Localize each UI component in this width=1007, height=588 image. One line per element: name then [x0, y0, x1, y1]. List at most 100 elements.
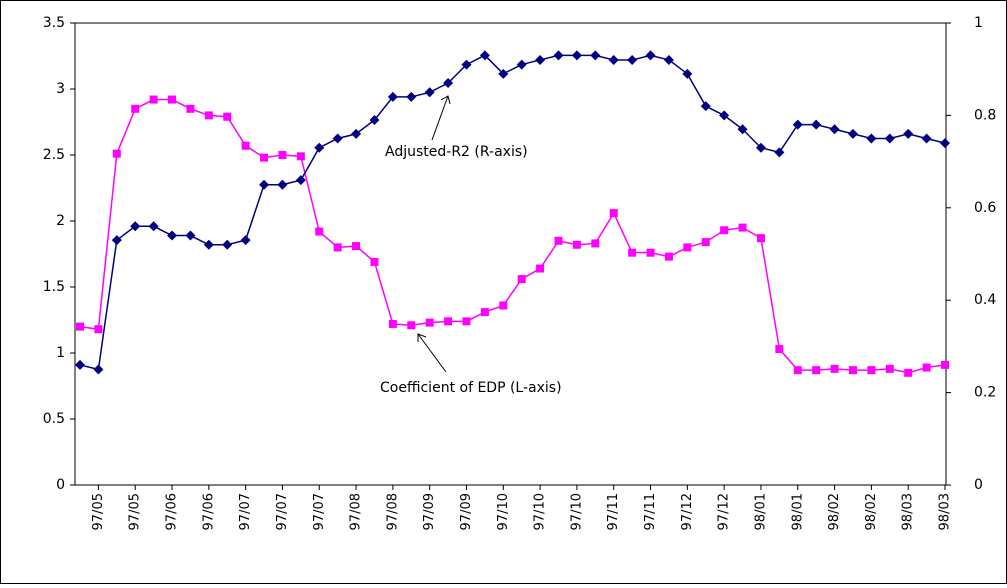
annotation-arrowhead: [440, 95, 451, 105]
point: [571, 50, 582, 61]
point: [387, 91, 398, 102]
y-tick-label: 3: [56, 81, 65, 97]
x-tick-label: 97/09: [422, 493, 437, 530]
point: [369, 115, 380, 126]
y-tick-label: 0: [56, 477, 65, 493]
point: [866, 133, 877, 144]
point: [811, 119, 822, 130]
point: [941, 360, 949, 369]
point: [884, 133, 895, 144]
point: [867, 366, 876, 375]
x-tick-label: 97/10: [569, 493, 584, 530]
point: [663, 54, 674, 65]
x-tick-label: 97/12: [680, 493, 695, 530]
point: [921, 133, 932, 144]
point: [904, 368, 913, 377]
point: [462, 317, 471, 326]
point: [848, 366, 857, 375]
plot-area: [74, 22, 947, 486]
x-tick-label: 98/02: [827, 493, 842, 530]
x-tick-label: 98/02: [864, 493, 879, 530]
point: [295, 175, 306, 186]
point: [314, 142, 325, 153]
point: [333, 243, 342, 252]
point: [424, 87, 435, 98]
point: [94, 325, 103, 334]
point: [793, 366, 802, 375]
x-tick-label: 97/05: [128, 493, 143, 530]
point: [259, 179, 270, 190]
point: [76, 322, 84, 331]
x-tick-label: 97/10: [533, 493, 548, 530]
point: [222, 239, 233, 250]
point: [847, 128, 858, 139]
point: [609, 209, 618, 218]
y2-tick-label: 0.6: [974, 200, 996, 216]
point: [554, 236, 563, 245]
point: [260, 153, 269, 162]
y2-tick-label: 0.8: [974, 107, 996, 123]
point: [351, 128, 362, 139]
point: [277, 179, 288, 190]
point: [792, 119, 803, 130]
y2-tick-label: 0.2: [974, 385, 996, 401]
point: [241, 141, 250, 150]
x-tick-label: 97/12: [717, 493, 732, 530]
point: [755, 142, 766, 153]
y-tick-label: 1.5: [43, 279, 65, 295]
point: [775, 345, 784, 354]
point: [479, 50, 490, 61]
x-tick-label: 97/06: [201, 493, 216, 530]
point: [461, 59, 472, 70]
point: [185, 230, 196, 241]
point: [406, 91, 417, 102]
y2-tick-label: 0: [974, 477, 983, 493]
annotation: Adjusted-R2 (R-axis): [385, 144, 528, 160]
point: [168, 95, 177, 104]
point: [407, 321, 416, 330]
point: [737, 124, 748, 135]
point: [111, 235, 122, 246]
x-tick-label: 97/08: [349, 493, 364, 530]
point: [701, 238, 710, 247]
point: [517, 275, 526, 284]
point: [683, 243, 692, 252]
x-tick-label: 97/10: [496, 493, 511, 530]
point: [443, 78, 454, 89]
point: [130, 221, 141, 232]
annotation-arrowhead: [417, 333, 427, 342]
x-tick-label: 97/08: [385, 493, 400, 530]
x-tick-label: 97/11: [606, 493, 621, 530]
point: [664, 252, 673, 261]
point: [498, 68, 509, 79]
y-tick-label: 0.5: [43, 411, 65, 427]
point: [148, 221, 159, 232]
y2-tick-label: 1: [974, 15, 983, 31]
point: [922, 363, 931, 372]
point: [553, 50, 564, 61]
point: [167, 230, 178, 241]
point: [444, 317, 453, 326]
x-tick-label: 98/01: [790, 493, 805, 530]
y-tick-label: 3.5: [43, 15, 65, 31]
point: [608, 54, 619, 65]
point: [719, 110, 730, 121]
point: [75, 359, 85, 370]
point: [131, 104, 140, 113]
x-tick-label: 97/07: [238, 493, 253, 530]
x-tick-label: 97/11: [643, 493, 658, 530]
point: [774, 147, 785, 158]
point: [645, 50, 656, 61]
point: [204, 111, 213, 120]
y-tick-label: 2.5: [43, 147, 65, 163]
point: [572, 240, 581, 249]
point: [499, 301, 508, 310]
point: [830, 364, 839, 373]
point: [315, 227, 324, 236]
point: [720, 226, 729, 235]
y-tick-label: 2: [56, 213, 65, 229]
point: [388, 319, 397, 328]
x-tick-label: 97/07: [312, 493, 327, 530]
point: [829, 124, 840, 135]
